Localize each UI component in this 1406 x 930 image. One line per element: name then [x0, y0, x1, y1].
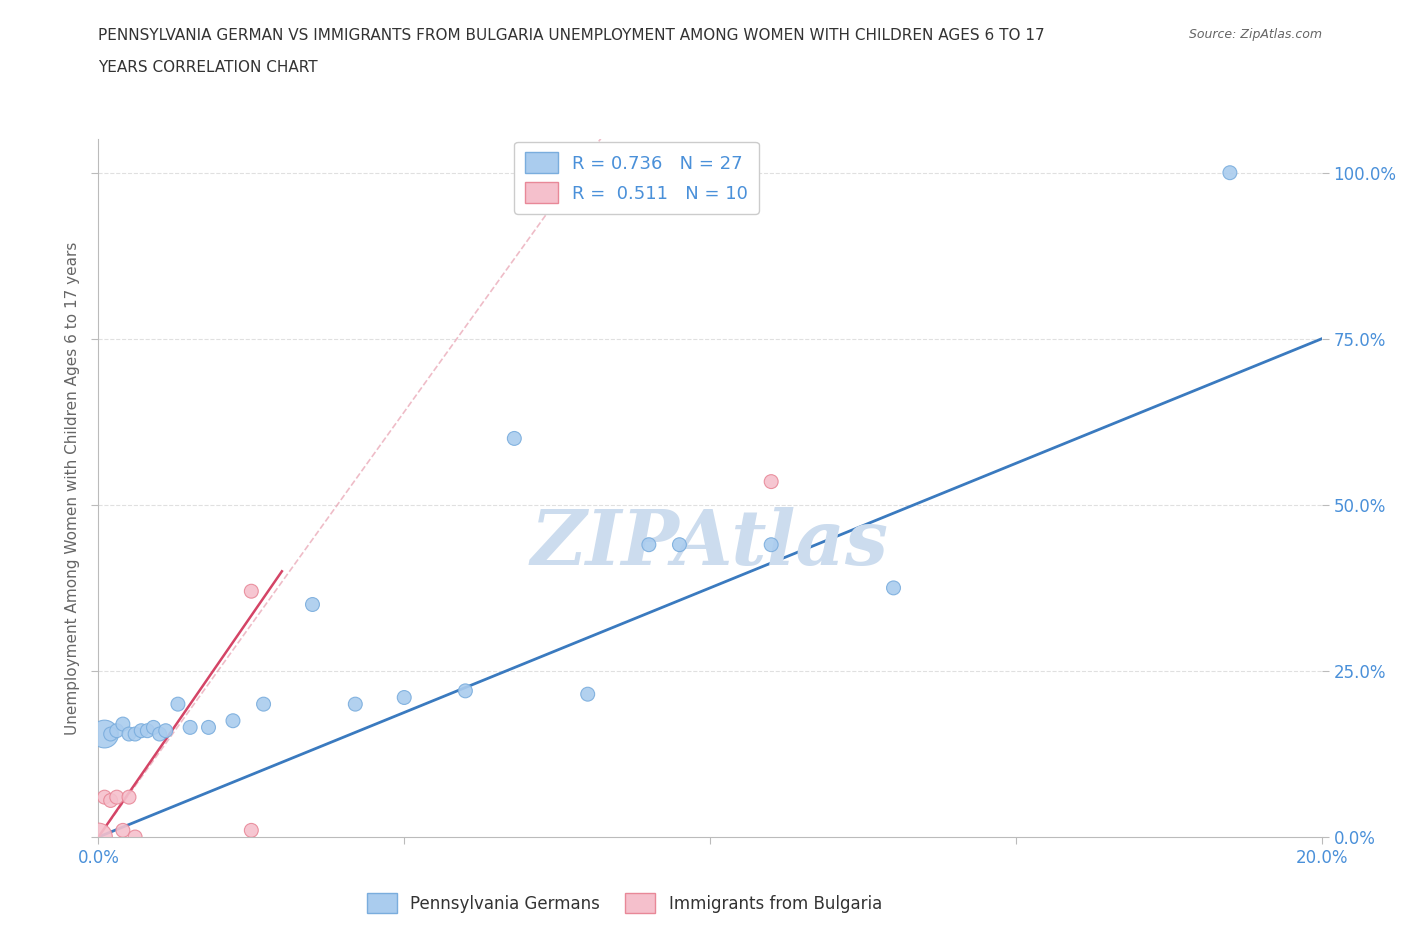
Point — [503, 431, 526, 445]
Point — [759, 474, 782, 489]
Point — [167, 697, 190, 711]
Point — [344, 697, 367, 711]
Point — [124, 830, 146, 844]
Point — [197, 720, 219, 735]
Point — [87, 830, 110, 844]
Point — [118, 726, 141, 741]
Text: YEARS CORRELATION CHART: YEARS CORRELATION CHART — [98, 60, 318, 75]
Point — [1219, 166, 1241, 180]
Point — [454, 684, 477, 698]
Point — [129, 724, 152, 738]
Point — [301, 597, 323, 612]
Point — [240, 584, 263, 599]
Point — [136, 724, 159, 738]
Point — [100, 793, 122, 808]
Point — [179, 720, 201, 735]
Point — [668, 538, 690, 552]
Point — [155, 724, 177, 738]
Point — [105, 790, 128, 804]
Text: ZIPAtlas: ZIPAtlas — [531, 507, 889, 581]
Point — [576, 686, 599, 701]
Point — [240, 823, 263, 838]
Point — [883, 580, 905, 595]
Text: PENNSYLVANIA GERMAN VS IMMIGRANTS FROM BULGARIA UNEMPLOYMENT AMONG WOMEN WITH CH: PENNSYLVANIA GERMAN VS IMMIGRANTS FROM B… — [98, 28, 1045, 43]
Point — [759, 538, 782, 552]
Point — [222, 713, 245, 728]
Point — [93, 790, 115, 804]
Text: Source: ZipAtlas.com: Source: ZipAtlas.com — [1188, 28, 1322, 41]
Point — [118, 790, 141, 804]
Point — [93, 726, 115, 741]
Point — [252, 697, 274, 711]
Y-axis label: Unemployment Among Women with Children Ages 6 to 17 years: Unemployment Among Women with Children A… — [65, 242, 80, 735]
Point — [124, 726, 146, 741]
Point — [392, 690, 416, 705]
Point — [111, 823, 134, 838]
Point — [149, 726, 172, 741]
Point — [111, 717, 134, 732]
Point — [637, 538, 661, 552]
Point — [142, 720, 165, 735]
Point — [105, 724, 128, 738]
Legend: Pennsylvania Germans, Immigrants from Bulgaria: Pennsylvania Germans, Immigrants from Bu… — [360, 887, 889, 920]
Point — [100, 726, 122, 741]
